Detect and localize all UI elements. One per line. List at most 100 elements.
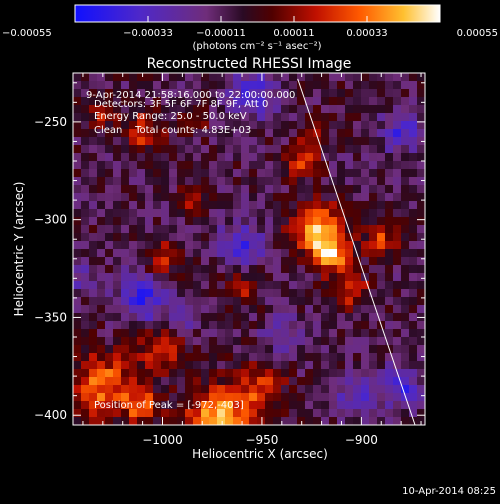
heatmap-cell (409, 305, 418, 314)
heatmap-cell (353, 193, 362, 202)
heatmap-cell (233, 281, 242, 290)
heatmap-cell (73, 225, 82, 234)
heatmap-cell (337, 233, 346, 242)
heatmap-cell (73, 289, 82, 298)
heatmap-cell (177, 409, 186, 418)
heatmap-cell (313, 233, 322, 242)
heatmap-cell (233, 353, 242, 362)
heatmap-cell (177, 393, 186, 402)
heatmap-cell (121, 169, 130, 178)
heatmap-cell (209, 297, 218, 306)
heatmap-cell (273, 297, 282, 306)
heatmap-cell (289, 193, 298, 202)
heatmap-cell (217, 225, 226, 234)
heatmap-cell (313, 417, 322, 425)
heatmap-cell (161, 145, 170, 154)
heatmap-cell (393, 137, 402, 146)
annotation-detectors: Detectors: 3F 5F 6F 7F 8F 9F, Att 0 (94, 99, 268, 110)
heatmap-cell (113, 401, 122, 410)
heatmap-cell (329, 129, 338, 138)
heatmap-cell (337, 129, 346, 138)
heatmap-cell (89, 249, 98, 258)
heatmap-cell (217, 233, 226, 242)
heatmap-cell (417, 401, 425, 410)
heatmap-cell (313, 337, 322, 346)
heatmap-cell (353, 409, 362, 418)
heatmap-cell (97, 225, 106, 234)
heatmap-cell (73, 337, 82, 346)
heatmap-cell (97, 105, 106, 114)
heatmap-cell (225, 377, 234, 386)
heatmap-cell (305, 97, 314, 106)
heatmap-cell (305, 153, 314, 162)
heatmap-cell (313, 281, 322, 290)
heatmap-cell (273, 105, 282, 114)
heatmap-cell (329, 241, 338, 250)
heatmap-cell (345, 177, 354, 186)
heatmap-cell (385, 377, 394, 386)
heatmap-cell (385, 153, 394, 162)
heatmap-cell (273, 209, 282, 218)
heatmap-cell (225, 129, 234, 138)
heatmap-cell (273, 393, 282, 402)
heatmap-cell (353, 281, 362, 290)
heatmap-cell (129, 273, 138, 282)
heatmap-cell (281, 273, 290, 282)
heatmap-cell (185, 161, 194, 170)
heatmap-cell (225, 145, 234, 154)
heatmap-cell (145, 225, 154, 234)
heatmap-cell (193, 273, 202, 282)
heatmap-cell (145, 81, 154, 90)
heatmap-cell (153, 265, 162, 274)
heatmap-cell (81, 401, 90, 410)
heatmap-cell (329, 177, 338, 186)
heatmap-cell (161, 265, 170, 274)
heatmap-cell (145, 281, 154, 290)
heatmap-cell (393, 385, 402, 394)
heatmap-cell (249, 329, 258, 338)
heatmap-cell (353, 113, 362, 122)
heatmap-cell (329, 73, 338, 82)
heatmap-cell (225, 153, 234, 162)
heatmap-cell (129, 209, 138, 218)
heatmap-cell (329, 281, 338, 290)
heatmap-cell (81, 313, 90, 322)
heatmap-cell (89, 145, 98, 154)
heatmap-cell (241, 313, 250, 322)
heatmap-cell (369, 209, 378, 218)
heatmap-cell (73, 121, 82, 130)
heatmap-cell (121, 209, 130, 218)
heatmap-cell (297, 113, 306, 122)
heatmap-cell (113, 305, 122, 314)
heatmap-cell (369, 329, 378, 338)
heatmap-cell (145, 97, 154, 106)
heatmap-cell (233, 217, 242, 226)
heatmap-cell (105, 105, 114, 114)
heatmap-cell (249, 289, 258, 298)
heatmap-cell (81, 153, 90, 162)
heatmap-cell (393, 361, 402, 370)
heatmap-cell (297, 233, 306, 242)
heatmap-cell (273, 369, 282, 378)
heatmap-cell (353, 273, 362, 282)
heatmap-cell (385, 385, 394, 394)
heatmap-cell (129, 121, 138, 130)
heatmap-cell (89, 393, 98, 402)
heatmap-cell (241, 177, 250, 186)
heatmap-cell (417, 73, 425, 82)
heatmap-cell (377, 369, 386, 378)
heatmap-cell (137, 97, 146, 106)
heatmap-cell (113, 145, 122, 154)
heatmap-cell (105, 73, 114, 82)
heatmap-cell (233, 233, 242, 242)
heatmap-cell (73, 281, 82, 290)
heatmap-cell (201, 321, 210, 330)
x-axis-label: Heliocentric X (arcsec) (192, 447, 328, 461)
heatmap-cell (97, 73, 106, 82)
heatmap-cell (129, 265, 138, 274)
heatmap-cell (217, 257, 226, 266)
heatmap-cell (305, 289, 314, 298)
heatmap-cell (417, 113, 425, 122)
heatmap-cell (401, 401, 410, 410)
